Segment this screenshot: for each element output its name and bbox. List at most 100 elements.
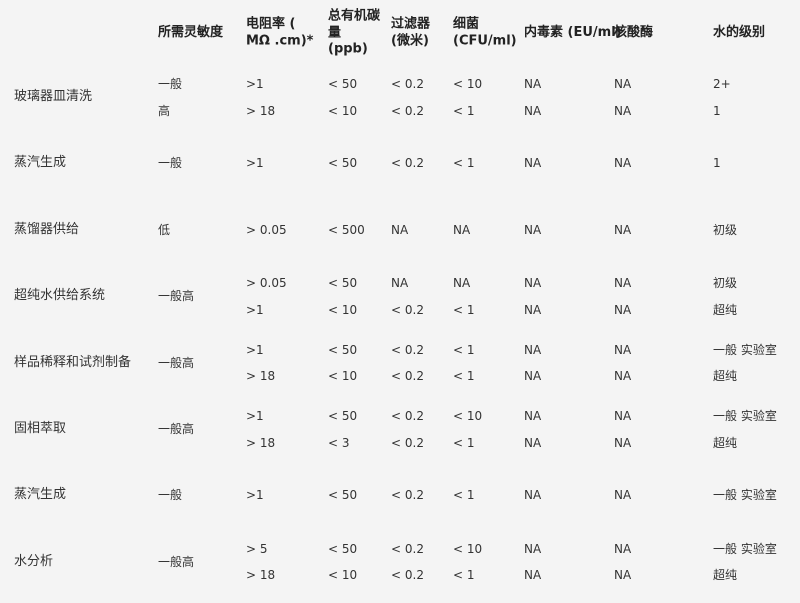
bacteria-cell: < 1 [453, 103, 475, 118]
nuclease-cell: NA [614, 342, 632, 357]
filter-cell: < 0.2 [391, 435, 424, 450]
resistivity-cell: >1 [246, 409, 264, 423]
header-toc: 总有机碳量 (ppb) [328, 8, 380, 58]
nuclease-cell: NA [614, 77, 632, 91]
bacteria-cell: < 1 [453, 156, 475, 171]
bacteria-cell: < 1 [453, 342, 475, 357]
header-line: 过滤器 [391, 16, 431, 32]
toc-cell: < 10 [328, 568, 358, 583]
application-cell: 蒸馏器供给 [14, 221, 80, 237]
filter-cell: < 0.2 [391, 77, 424, 91]
grade-cell: 一般 实验室 [713, 409, 777, 423]
grade-cell: 一般 实验室 [713, 488, 777, 503]
filter-cell: < 0.2 [391, 156, 424, 171]
grade-cell: 超纯 [713, 568, 738, 583]
resistivity-cell: > 18 [246, 103, 276, 118]
grade-cell: 初级 [713, 222, 738, 237]
nuclease-cell: NA [614, 276, 632, 291]
sensitivity-cell: 一般 [158, 156, 183, 171]
bacteria-cell: < 1 [453, 369, 475, 384]
header-line: 量 [328, 24, 342, 40]
endotoxin-cell: NA [524, 302, 542, 317]
resistivity-cell: >1 [246, 488, 264, 503]
header-line: 内毒素 (EU/ml) [524, 24, 622, 40]
resistivity-cell: > 18 [246, 369, 276, 384]
resistivity-cell: >1 [246, 156, 264, 171]
header-line: (CFU/ml) [453, 33, 517, 48]
grade-cell: 1 [713, 103, 721, 118]
bacteria-cell: NA [453, 222, 471, 237]
nuclease-cell: NA [614, 302, 632, 317]
header-resistivity: 电阻率 (MΩ .cm)* [246, 17, 313, 50]
endotoxin-cell: NA [524, 276, 542, 291]
resistivity-cell: > 18 [246, 435, 276, 450]
application-cell: 固相萃取 [14, 421, 67, 436]
toc-cell: < 50 [328, 488, 358, 503]
grade-cell: 一般 实验室 [713, 342, 777, 357]
header-line: (ppb) [328, 41, 368, 57]
grade-cell: 2+ [713, 77, 731, 91]
toc-cell: < 3 [328, 435, 350, 450]
sensitivity-cell: 一般 [158, 77, 183, 91]
application-cell: 玻璃器皿清洗 [14, 89, 93, 104]
header-line: 水的级别 [713, 24, 766, 40]
bacteria-cell: < 1 [453, 435, 475, 450]
header-line: 细菌 [453, 16, 480, 32]
nuclease-cell: NA [614, 435, 632, 450]
application-cell: 样品稀释和试剂制备 [14, 354, 132, 370]
endotoxin-cell: NA [524, 222, 542, 237]
sensitivity-cell: 一般高 [158, 554, 195, 569]
grade-cell: 初级 [713, 276, 738, 291]
resistivity-cell: > 0.05 [246, 276, 287, 291]
sensitivity-cell: 高 [158, 103, 171, 118]
sensitivity-cell: 一般高 [158, 422, 195, 436]
resistivity-cell: >1 [246, 77, 264, 91]
toc-cell: < 50 [328, 342, 358, 357]
header-nuclease: 核酸酶 [614, 25, 653, 42]
resistivity-cell: > 18 [246, 568, 276, 583]
endotoxin-cell: NA [524, 77, 542, 91]
toc-cell: < 10 [328, 103, 358, 118]
resistivity-cell: >1 [246, 342, 264, 357]
filter-cell: < 0.2 [391, 342, 424, 357]
header-line: 总有机碳 [328, 8, 381, 24]
filter-cell: < 0.2 [391, 541, 424, 556]
header-line: MΩ .cm)* [246, 33, 314, 48]
grade-cell: 一般 实验室 [713, 541, 777, 556]
nuclease-cell: NA [614, 568, 632, 583]
endotoxin-cell: NA [524, 488, 542, 503]
header-line: 所需灵敏度 [158, 24, 224, 40]
filter-cell: < 0.2 [391, 369, 424, 384]
toc-cell: < 50 [328, 77, 358, 91]
filter-cell: < 0.2 [391, 409, 424, 423]
application-cell: 水分析 [14, 553, 54, 569]
endotoxin-cell: NA [524, 541, 542, 556]
header-sensitivity: 所需灵敏度 [158, 25, 223, 42]
application-cell: 蒸汽生成 [14, 155, 67, 171]
toc-cell: < 10 [328, 302, 358, 317]
filter-cell: < 0.2 [391, 568, 424, 583]
grade-cell: 1 [713, 156, 721, 171]
bacteria-cell: < 1 [453, 488, 475, 503]
sensitivity-cell: 低 [158, 222, 171, 237]
nuclease-cell: NA [614, 488, 632, 503]
bacteria-cell: < 10 [453, 77, 483, 91]
endotoxin-cell: NA [524, 156, 542, 171]
resistivity-cell: >1 [246, 302, 264, 317]
filter-cell: NA [391, 276, 409, 291]
resistivity-cell: > 0.05 [246, 222, 287, 237]
bacteria-cell: < 1 [453, 302, 475, 317]
nuclease-cell: NA [614, 222, 632, 237]
endotoxin-cell: NA [524, 103, 542, 118]
toc-cell: < 50 [328, 409, 358, 423]
sensitivity-cell: 一般高 [158, 355, 195, 370]
application-cell: 蒸汽生成 [14, 487, 67, 503]
nuclease-cell: NA [614, 541, 632, 556]
endotoxin-cell: NA [524, 342, 542, 357]
nuclease-cell: NA [614, 369, 632, 384]
bacteria-cell: < 10 [453, 541, 483, 556]
resistivity-cell: > 5 [246, 541, 268, 556]
sensitivity-cell: 一般高 [158, 289, 195, 304]
filter-cell: < 0.2 [391, 103, 424, 118]
toc-cell: < 50 [328, 541, 358, 556]
